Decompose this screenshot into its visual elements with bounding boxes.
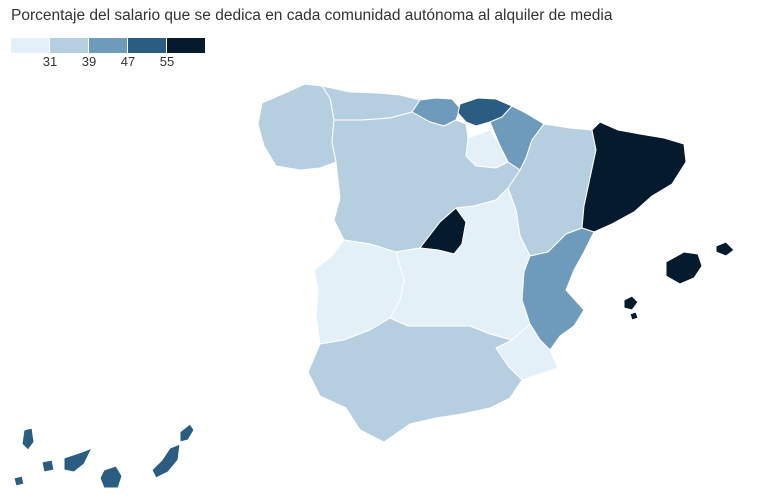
region-comunidad-valenciana[interactable]: Comunidad Valenciana — [521, 227, 595, 351]
map-title: Porcentaje del salario que se dedica en … — [11, 7, 613, 24]
region-islas-baleares-mallorca[interactable]: Islas Baleares — [665, 251, 703, 285]
region-islas-baleares-ibiza[interactable]: Islas Baleares — [623, 295, 639, 311]
legend-swatch-1 — [50, 38, 88, 53]
region-islas-baleares-formentera[interactable]: Islas Baleares — [629, 311, 639, 321]
region-castilla-y-leon[interactable]: Castilla y León — [331, 111, 521, 253]
region-canarias-fuerteventura[interactable]: Canarias — [151, 443, 181, 479]
legend-swatch-4 — [167, 38, 205, 53]
legend-tick-47: 47 — [120, 54, 136, 69]
region-galicia[interactable]: Galicia — [257, 83, 337, 171]
legend-tick-55: 55 — [159, 54, 175, 69]
legend-swatch-2 — [89, 38, 127, 53]
legend: 31 39 47 55 — [11, 38, 206, 69]
region-andalucia[interactable]: Andalucía — [307, 317, 523, 443]
region-canarias-la-gomera[interactable]: Canarias — [41, 459, 55, 473]
region-canarias-la-palma[interactable]: Canarias — [21, 427, 35, 451]
region-canarias-gran-canaria[interactable]: Canarias — [99, 465, 123, 489]
region-canarias-lanzarote[interactable]: Canarias — [179, 423, 195, 443]
region-islas-baleares-menorca[interactable]: Islas Baleares — [715, 241, 735, 257]
region-cataluna[interactable]: Cataluña — [581, 121, 687, 233]
legend-swatches — [11, 38, 206, 53]
legend-tick-31: 31 — [42, 54, 58, 69]
legend-swatch-0 — [11, 38, 49, 53]
legend-swatch-3 — [128, 38, 166, 53]
legend-tick-39: 39 — [81, 54, 97, 69]
region-canarias-el-hierro[interactable]: Canarias — [13, 475, 25, 487]
region-canarias-tenerife[interactable]: Canarias — [63, 447, 93, 473]
